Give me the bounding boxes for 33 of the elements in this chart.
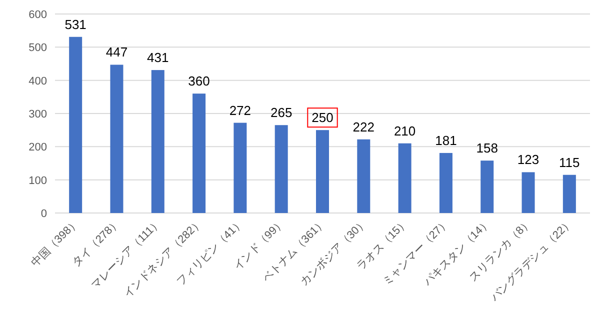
y-tick-label: 400 <box>28 75 47 88</box>
data-label: 447 <box>106 44 128 60</box>
y-tick-label: 300 <box>28 108 47 120</box>
y-tick-label: 0 <box>40 208 47 220</box>
data-label: 123 <box>517 152 540 168</box>
bar <box>110 64 124 213</box>
bar <box>357 139 370 213</box>
bar <box>192 94 206 213</box>
data-label: 181 <box>435 132 457 148</box>
data-label: 265 <box>270 105 292 120</box>
data-label: 115 <box>559 154 580 170</box>
bar <box>234 122 247 213</box>
data-label: 222 <box>352 119 375 134</box>
data-label: 250 <box>312 110 334 126</box>
y-tick-label: 200 <box>28 142 47 154</box>
data-label: 158 <box>476 140 498 156</box>
data-label: 431 <box>147 50 169 66</box>
bar <box>522 172 535 213</box>
bar <box>316 130 329 213</box>
y-tick-label: 500 <box>28 42 47 54</box>
bar <box>274 125 288 213</box>
data-label: 360 <box>188 74 210 89</box>
data-label: 210 <box>394 123 416 138</box>
bar <box>562 174 576 213</box>
data-label: 272 <box>229 102 252 118</box>
bar <box>398 143 412 213</box>
y-tick-label: 600 <box>28 9 47 21</box>
bar <box>480 160 494 213</box>
bar <box>69 36 82 213</box>
y-tick-label: 100 <box>28 174 47 187</box>
bar <box>439 152 452 213</box>
bar <box>151 70 164 213</box>
data-label: 531 <box>64 16 86 32</box>
